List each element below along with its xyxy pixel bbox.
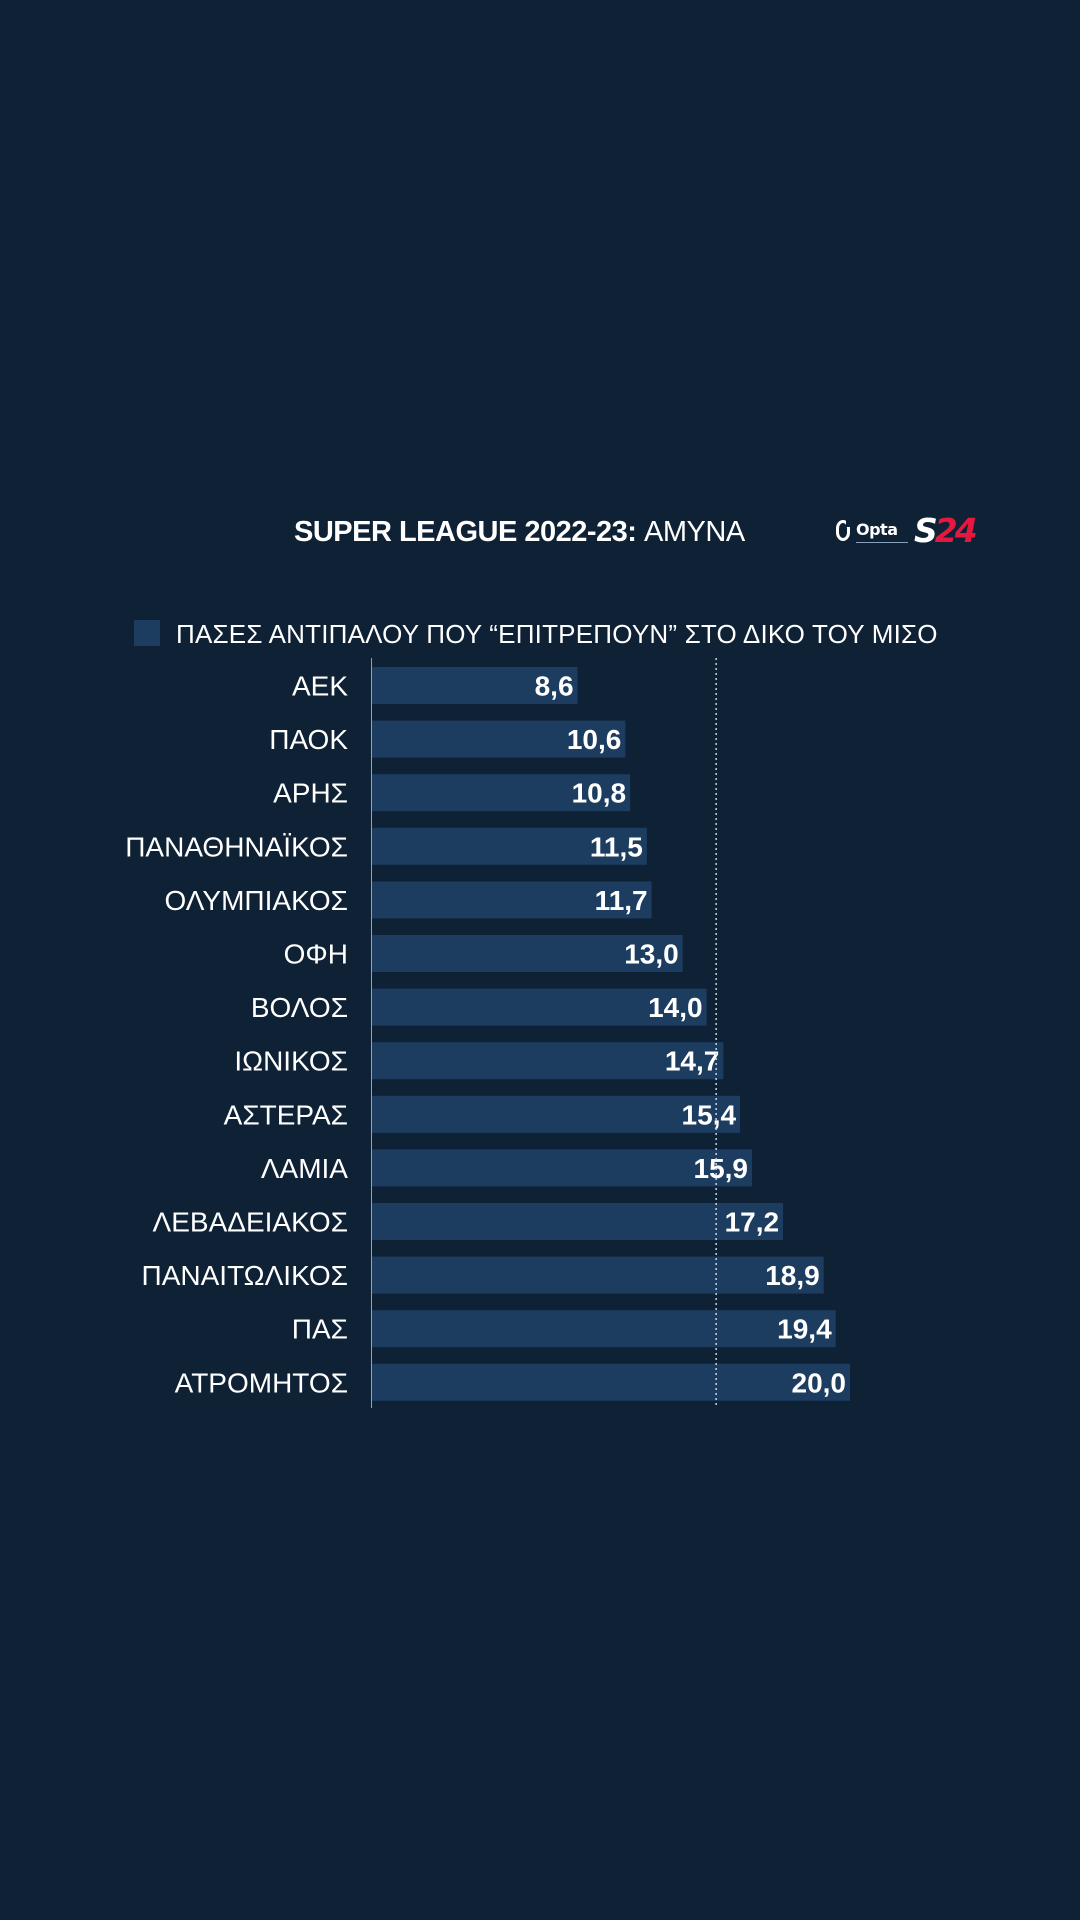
team-label: ΑΤΡΟΜΗΤΟΣ (175, 1367, 348, 1398)
value-label: 14,7 (665, 1046, 720, 1077)
chart-title: SUPER LEAGUE 2022-23: ΑΜΥΝΑ (294, 514, 745, 550)
value-label: 14,0 (648, 992, 703, 1023)
bar (372, 988, 707, 1026)
bar (372, 774, 631, 812)
team-label: ΠΑΝΑΙΤΩΛΙΚΟΣ (142, 1260, 349, 1291)
value-label: 19,4 (777, 1314, 832, 1345)
team-label: ΟΦΗ (284, 939, 348, 970)
value-label: 11,5 (590, 831, 643, 862)
team-label: ΠΑΣ (292, 1314, 348, 1345)
team-label: ΑΕΚ (292, 671, 348, 702)
bar (372, 1095, 741, 1133)
value-label: 15,4 (682, 1099, 737, 1130)
bar (372, 1203, 784, 1240)
team-label: ΛΑΜΙΑ (261, 1153, 348, 1184)
legend-label: ΠΑΣΕΣ ΑΝΤΙΠΑΛΟΥ ΠΟΥ “ΕΠΙΤΡΕΠΟΥΝ” ΣΤΟ ΔΙΚ… (176, 619, 938, 649)
bar (372, 720, 626, 758)
value-label: 10,6 (567, 724, 622, 755)
bar (372, 1149, 753, 1187)
s24-logo: S24 (914, 511, 978, 550)
opta-logo: Opta (836, 516, 916, 546)
opta-logo-text: Opta (856, 520, 898, 539)
bar (372, 1256, 824, 1294)
bar (372, 1363, 850, 1401)
bar (372, 935, 683, 972)
value-label: 8,6 (535, 671, 574, 702)
s24-logo-letter: S (914, 511, 938, 550)
team-label: ΙΩΝΙΚΟΣ (234, 1046, 348, 1077)
opta-icon (836, 520, 851, 541)
bar (372, 827, 647, 865)
bar (372, 667, 578, 704)
team-label: ΒΟΛΟΣ (251, 992, 348, 1023)
legend-swatch (134, 620, 160, 646)
value-label: 18,9 (765, 1260, 820, 1291)
bar (372, 1310, 836, 1348)
team-label: ΠΑΟΚ (269, 724, 348, 755)
value-label: 10,8 (572, 778, 627, 809)
value-label: 17,2 (725, 1207, 780, 1238)
bar (372, 881, 652, 919)
team-label: ΠΑΝΑΘΗΝΑΪΚΟΣ (125, 831, 348, 862)
s24-logo-number: 24 (934, 511, 978, 550)
value-label: 15,9 (694, 1153, 749, 1184)
bar (372, 1042, 724, 1080)
title-league: SUPER LEAGUE 2022-23: (294, 516, 637, 548)
opta-underline (856, 542, 908, 543)
team-label: ΑΡΗΣ (273, 778, 348, 809)
team-label: ΟΛΥΜΠΙΑΚΟΣ (165, 885, 348, 916)
team-label: ΛΕΒΑΔΕΙΑΚΟΣ (153, 1207, 348, 1238)
header: SUPER LEAGUE 2022-23: ΑΜΥΝΑ Opta S24 (0, 510, 1080, 555)
value-label: 11,7 (595, 885, 648, 916)
value-label: 13,0 (624, 939, 679, 970)
team-label: ΑΣΤΕΡΑΣ (224, 1099, 348, 1130)
title-section: ΑΜΥΝΑ (644, 516, 745, 548)
value-label: 20,0 (792, 1367, 847, 1398)
